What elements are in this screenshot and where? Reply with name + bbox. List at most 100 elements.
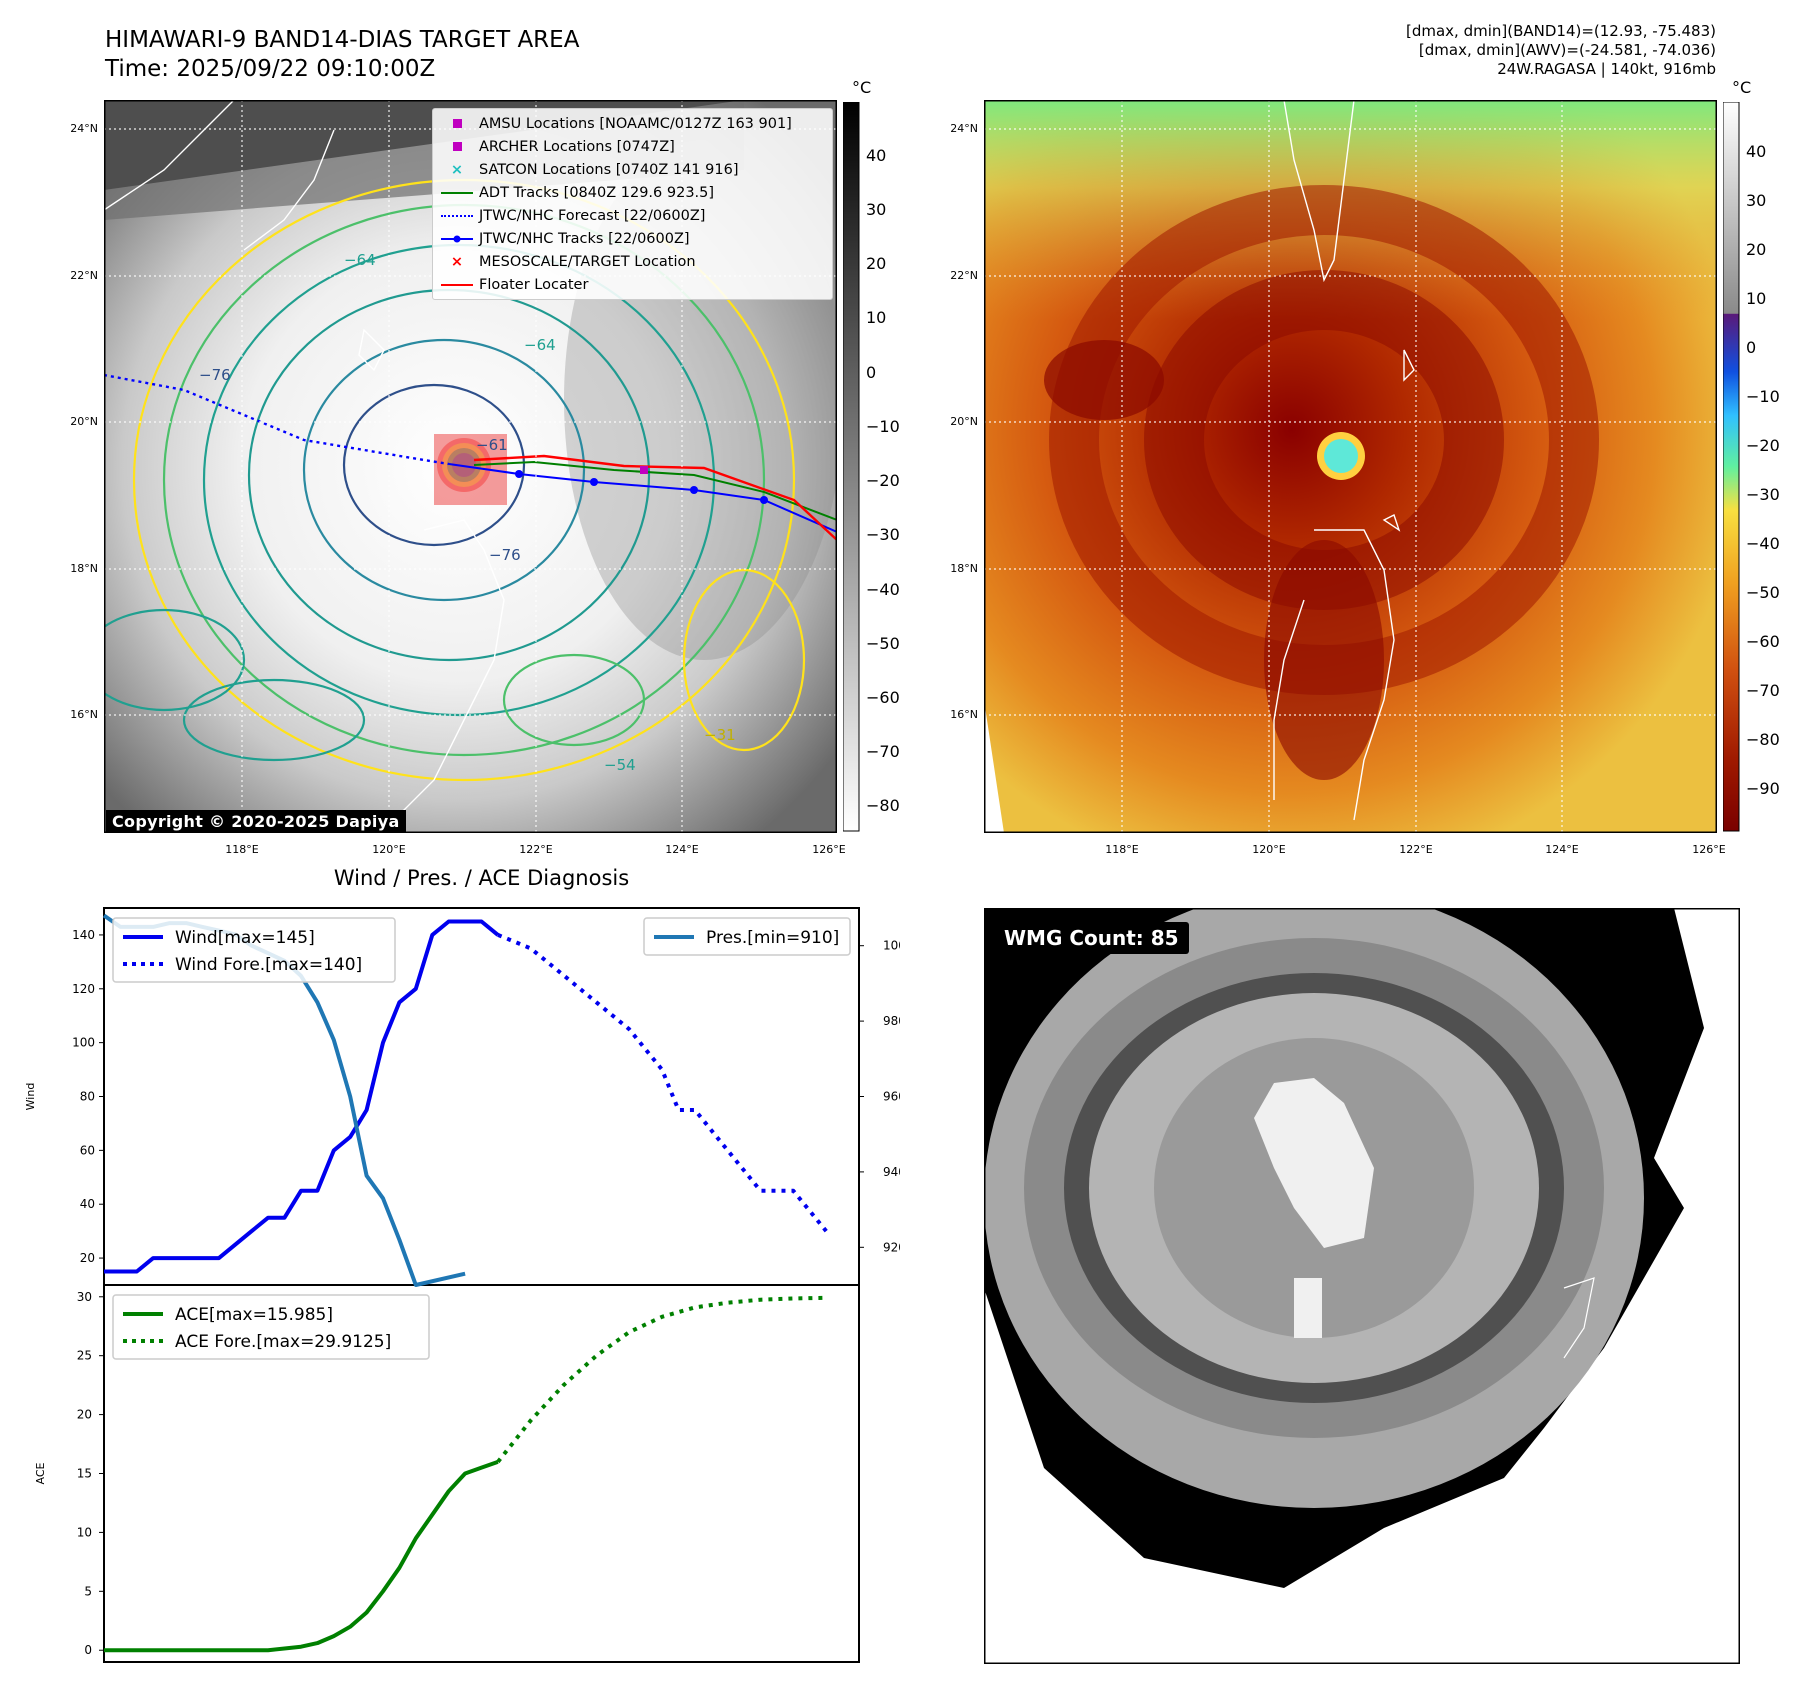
lon-label: 120°E <box>1252 843 1286 856</box>
colorbar-tick: −10 <box>1746 387 1780 406</box>
ace-ytick-label: 10 <box>77 1525 92 1539</box>
colorbar-tick: −30 <box>1746 485 1780 504</box>
lat-label: 18°N <box>950 562 978 575</box>
lat-label: 24°N <box>950 122 978 135</box>
ace-axis-label: ACE <box>34 1462 47 1484</box>
figure-title: HIMAWARI-9 BAND14-DIAS TARGET AREA Time:… <box>105 26 579 84</box>
contour-label: −64 <box>524 336 556 354</box>
lat-label: 16°N <box>950 708 978 721</box>
pressure-legend-label: Pres.[min=910] <box>706 928 839 948</box>
lon-label: 124°E <box>665 843 699 856</box>
pressure-ytick-label: 920 <box>883 1240 900 1254</box>
series-line-1 <box>497 933 828 1233</box>
title-line-1: HIMAWARI-9 BAND14-DIAS TARGET AREA <box>105 27 580 53</box>
colorbar-tick: 10 <box>1746 289 1767 308</box>
wind-ytick-label: 100 <box>72 1036 95 1050</box>
title-line-2: Time: 2025/09/22 09:10:00Z <box>105 56 436 82</box>
colorbar-tick: 30 <box>1746 191 1767 210</box>
wind-legend-box <box>112 917 396 983</box>
ace-ytick-label: 30 <box>77 1290 92 1304</box>
wind-ytick-label: 80 <box>80 1090 95 1104</box>
pressure-ytick-label: 940 <box>883 1165 900 1179</box>
colorbar-tick: 0 <box>1746 338 1757 357</box>
colorbar-tick: 40 <box>866 146 887 165</box>
ace-legend-label: ACE[max=15.985] <box>175 1305 333 1325</box>
contour-label: −76 <box>489 546 521 564</box>
contour-label: −76 <box>199 366 231 384</box>
legend-item: AMSU Locations [NOAAMC/0127Z 163 901] <box>435 112 830 135</box>
wind-ytick-label: 140 <box>72 928 95 942</box>
colorbar-tick: −60 <box>1746 632 1780 651</box>
ace-ytick-label: 20 <box>77 1408 92 1422</box>
contour-label: −64 <box>344 251 376 269</box>
colorbar-tick: −30 <box>866 525 900 544</box>
ace-ytick-label: 25 <box>77 1349 92 1363</box>
colorbar-tick: 20 <box>1746 240 1767 259</box>
info-line-1: [dmax, dmin](BAND14)=(12.93, -75.483) <box>1405 22 1716 40</box>
colorbar-tick: −40 <box>1746 534 1780 553</box>
lat-label: 20°N <box>70 415 98 428</box>
wind-legend-label: Wind Fore.[max=140] <box>175 955 362 975</box>
pressure-ytick-label: 960 <box>883 1090 900 1104</box>
contour-label: −31 <box>704 726 736 744</box>
legend-item: JTWC/NHC Forecast [22/0600Z] <box>435 204 830 227</box>
lat-label: 24°N <box>70 122 98 135</box>
wind-ytick-label: 40 <box>80 1197 95 1211</box>
ace-series-line-1 <box>496 1295 827 1464</box>
color-colorbar <box>1723 102 1740 832</box>
ir-color-map <box>984 100 1717 833</box>
wind-ytick-label: 120 <box>72 982 95 996</box>
lon-label: 122°E <box>1399 843 1433 856</box>
contour-label: −54 <box>604 756 636 774</box>
legend-item: Floater Locater <box>435 273 830 296</box>
lon-label: 118°E <box>1105 843 1139 856</box>
colorbar-tick: 40 <box>1746 142 1767 161</box>
series-line-0 <box>104 919 500 1274</box>
contour-label: −61 <box>476 436 508 454</box>
lon-label: 120°E <box>372 843 406 856</box>
wind-ytick-label: 20 <box>80 1251 95 1265</box>
colorbar-tick: −40 <box>866 580 900 599</box>
ace-legend-label: ACE Fore.[max=29.9125] <box>175 1332 391 1352</box>
lon-label: 122°E <box>519 843 553 856</box>
lat-label: 22°N <box>70 269 98 282</box>
wind-legend-label: Wind[max=145] <box>175 928 315 948</box>
pressure-legend-box <box>643 917 851 956</box>
colorbar-tick: −70 <box>1746 681 1780 700</box>
legend-item: ADT Tracks [0840Z 129.6 923.5] <box>435 181 830 204</box>
colorbar-tick: −60 <box>866 688 900 707</box>
lon-label: 124°E <box>1545 843 1579 856</box>
info-line-2: [dmax, dmin](AWV)=(-24.581, -74.036) <box>1418 41 1716 59</box>
map-legend: AMSU Locations [NOAAMC/0127Z 163 901] AR… <box>432 108 833 300</box>
colorbar-tick: −90 <box>1746 779 1780 798</box>
colorbar-tick: 20 <box>866 254 887 273</box>
legend-item: ARCHER Locations [0747Z] <box>435 135 830 158</box>
lat-label: 22°N <box>950 269 978 282</box>
lon-label: 126°E <box>812 843 846 856</box>
ace-ytick-label: 15 <box>77 1467 92 1481</box>
ace-series-line-0 <box>104 1460 499 1653</box>
wind-axis-label: Wind <box>24 1083 37 1111</box>
lon-label: 118°E <box>225 843 259 856</box>
colorbar-tick: −80 <box>866 796 900 815</box>
lat-label: 20°N <box>950 415 978 428</box>
diagnosis-title: Wind / Pres. / ACE Diagnosis <box>333 866 630 890</box>
legend-item: × MESOSCALE/TARGET Location <box>450 253 696 270</box>
wmg-image <box>984 908 1740 1664</box>
legend-item: × SATCON Locations [0740Z 141 916] <box>450 161 739 178</box>
colorbar-tick: 30 <box>866 200 887 219</box>
colorbar-unit: °C <box>852 78 872 97</box>
storm-info: [dmax, dmin](BAND14)=(12.93, -75.483) [d… <box>1406 22 1716 79</box>
lat-label: 18°N <box>70 562 98 575</box>
colorbar-unit: °C <box>1732 78 1752 97</box>
pressure-ytick-label: 980 <box>883 1014 900 1028</box>
lat-label: 16°N <box>70 708 98 721</box>
info-line-3: 24W.RAGASA | 140kt, 916mb <box>1497 60 1716 78</box>
gray-colorbar <box>843 102 860 832</box>
colorbar-tick: −80 <box>1746 730 1780 749</box>
colorbar-tick: −50 <box>1746 583 1780 602</box>
ace-legend-box <box>112 1294 430 1360</box>
colorbar-tick: −50 <box>866 634 900 653</box>
wmg-count-badge: WMG Count: 85 <box>994 922 1189 954</box>
colorbar-tick: −20 <box>1746 436 1780 455</box>
